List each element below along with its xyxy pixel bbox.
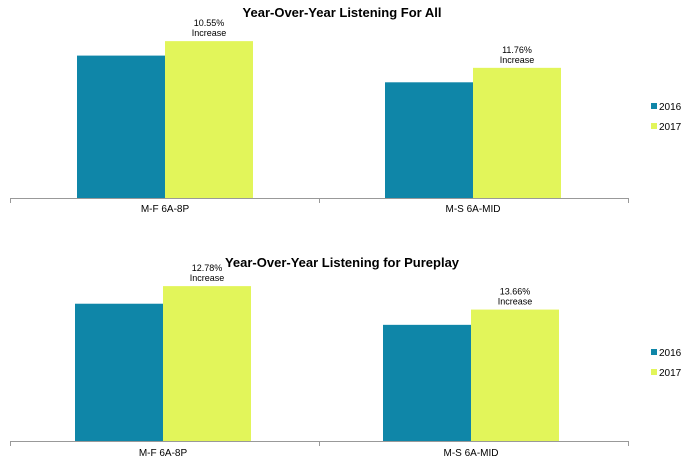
x-tick-label: M-F 6A-8P (141, 204, 190, 215)
x-tick-label: M-S 6A-MID (446, 204, 501, 215)
annotation-percent: 13.66% (500, 287, 531, 297)
chart-title: Year-Over-Year Listening For All (243, 5, 442, 20)
chart-title: Year-Over-Year Listening for Pureplay (225, 255, 460, 270)
legend-swatch-2016 (651, 103, 657, 109)
annotation-percent: 11.76% (502, 45, 532, 55)
chart-listening-for-pureplay: Year-Over-Year Listening for Pureplay12.… (10, 255, 682, 459)
annotation-percent: 10.55% (194, 18, 225, 28)
annotation-label: Increase (500, 55, 535, 65)
bar-2016-0 (77, 55, 165, 198)
bar-2017-1 (473, 67, 561, 199)
annotation-label: Increase (498, 297, 533, 307)
annotation-label: Increase (192, 28, 227, 38)
legend-swatch-2017 (651, 123, 657, 129)
chart-listening-for-all: Year-Over-Year Listening For All10.55%In… (10, 5, 682, 215)
legend-label-2017: 2017 (659, 368, 682, 379)
bar-2017-1 (471, 309, 559, 441)
legend-label-2017: 2017 (659, 122, 682, 133)
x-tick-label: M-S 6A-MID (444, 448, 499, 459)
annotation-percent: 12.78% (192, 263, 223, 273)
legend-label-2016: 2016 (659, 102, 682, 113)
bar-2016-1 (383, 324, 471, 441)
legend-swatch-2017 (651, 369, 657, 375)
legend-swatch-2016 (651, 349, 657, 355)
bar-2017-0 (165, 41, 253, 199)
chart-panel-listening-for-pureplay: Year-Over-Year Listening for Pureplay 12.… (0, 240, 685, 470)
annotation-label: Increase (190, 273, 225, 283)
legend-label-2016: 2016 (659, 348, 682, 359)
bar-2016-1 (385, 82, 473, 198)
chart-panel-listening-for-all: Year-Over-Year Listening For All 10.55% In… (0, 0, 685, 230)
bar-2016-0 (75, 303, 163, 441)
x-tick-label: M-F 6A-8P (139, 448, 188, 459)
bar-2017-0 (163, 286, 251, 441)
